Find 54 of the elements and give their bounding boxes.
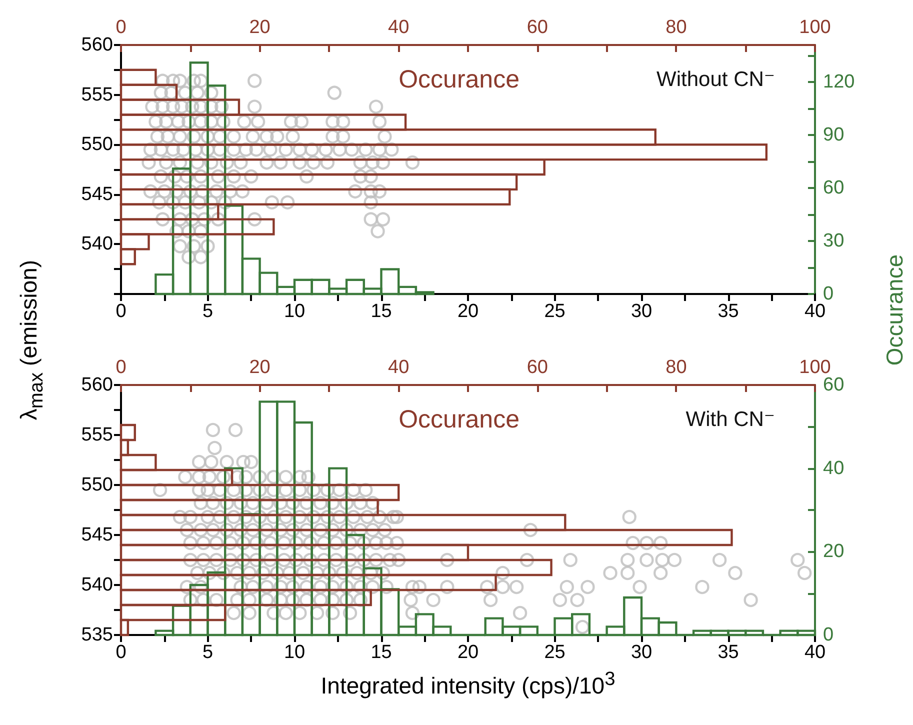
- x-axis-title: Occurance: [398, 66, 520, 94]
- x-tick-label: 40: [804, 301, 826, 322]
- y2-tick-label: 20: [823, 541, 844, 562]
- x-tick-label: 15: [370, 642, 392, 663]
- y-tick-label: 550: [81, 474, 113, 496]
- x-axis-title: Occurance: [398, 406, 520, 434]
- y-tick-label: 550: [81, 134, 113, 156]
- y2-tick-label: 30: [823, 230, 844, 252]
- x-tick-label: 80: [666, 357, 687, 378]
- x-tick-label: 20: [457, 301, 479, 322]
- x-tick-label: 35: [718, 642, 739, 663]
- x-tick-label: 10: [284, 642, 306, 663]
- x-tick-label: 100: [799, 17, 831, 38]
- y-tick-label: 535: [81, 624, 113, 646]
- x-axis-title: Integrated intensity (cps)/10$^{3}$: [320, 669, 616, 700]
- annotation: With CN⁻: [686, 408, 775, 431]
- x-tick-label: 0: [116, 642, 126, 663]
- x-tick-label: 20: [249, 357, 270, 378]
- x-tick-label: 80: [666, 17, 687, 38]
- x-tick-label: 15: [370, 301, 392, 322]
- y2-tick-label: 0: [823, 624, 834, 646]
- x-tick-label: 5: [202, 642, 214, 663]
- x-tick-label: 40: [388, 357, 410, 378]
- x-tick-label: 20: [457, 642, 479, 663]
- x-tick-label: 40: [804, 642, 826, 663]
- x-tick-label: 35: [718, 301, 739, 322]
- x-tick-label: 25: [544, 301, 566, 322]
- x-tick-label: 60: [526, 357, 548, 378]
- y2-tick-label: 90: [823, 124, 844, 146]
- y-tick-label: 555: [81, 424, 113, 446]
- x-tick-label: 10: [284, 301, 306, 322]
- y2-tick-label: 120: [823, 72, 855, 93]
- y2-tick-label: 0: [823, 284, 834, 304]
- x-tick-label: 20: [249, 17, 270, 38]
- y-tick-label: 545: [81, 184, 113, 205]
- x-tick-label: 40: [388, 17, 410, 38]
- y2-axis-title: Occurance: [882, 254, 908, 366]
- x-tick-label: 5: [202, 301, 214, 322]
- x-tick-label: 60: [526, 17, 548, 38]
- annotation: Without CN⁻: [656, 68, 776, 91]
- x-tick-label: 25: [544, 642, 566, 663]
- y-tick-label: 540: [81, 234, 113, 255]
- y-tick-label: 540: [81, 574, 113, 596]
- y2-tick-label: 40: [823, 458, 844, 479]
- x-tick-label: 0: [116, 17, 126, 38]
- x-tick-label: 30: [630, 301, 652, 322]
- y2-tick-label: 60: [823, 178, 844, 199]
- y-tick-label: 555: [81, 84, 113, 106]
- x-tick-label: 0: [116, 301, 126, 322]
- y-tick-label: 560: [81, 34, 113, 56]
- x-tick-label: 0: [116, 357, 126, 378]
- x-tick-label: 30: [630, 642, 652, 663]
- y-tick-label: 545: [81, 524, 113, 546]
- y-tick-label: 560: [81, 374, 113, 396]
